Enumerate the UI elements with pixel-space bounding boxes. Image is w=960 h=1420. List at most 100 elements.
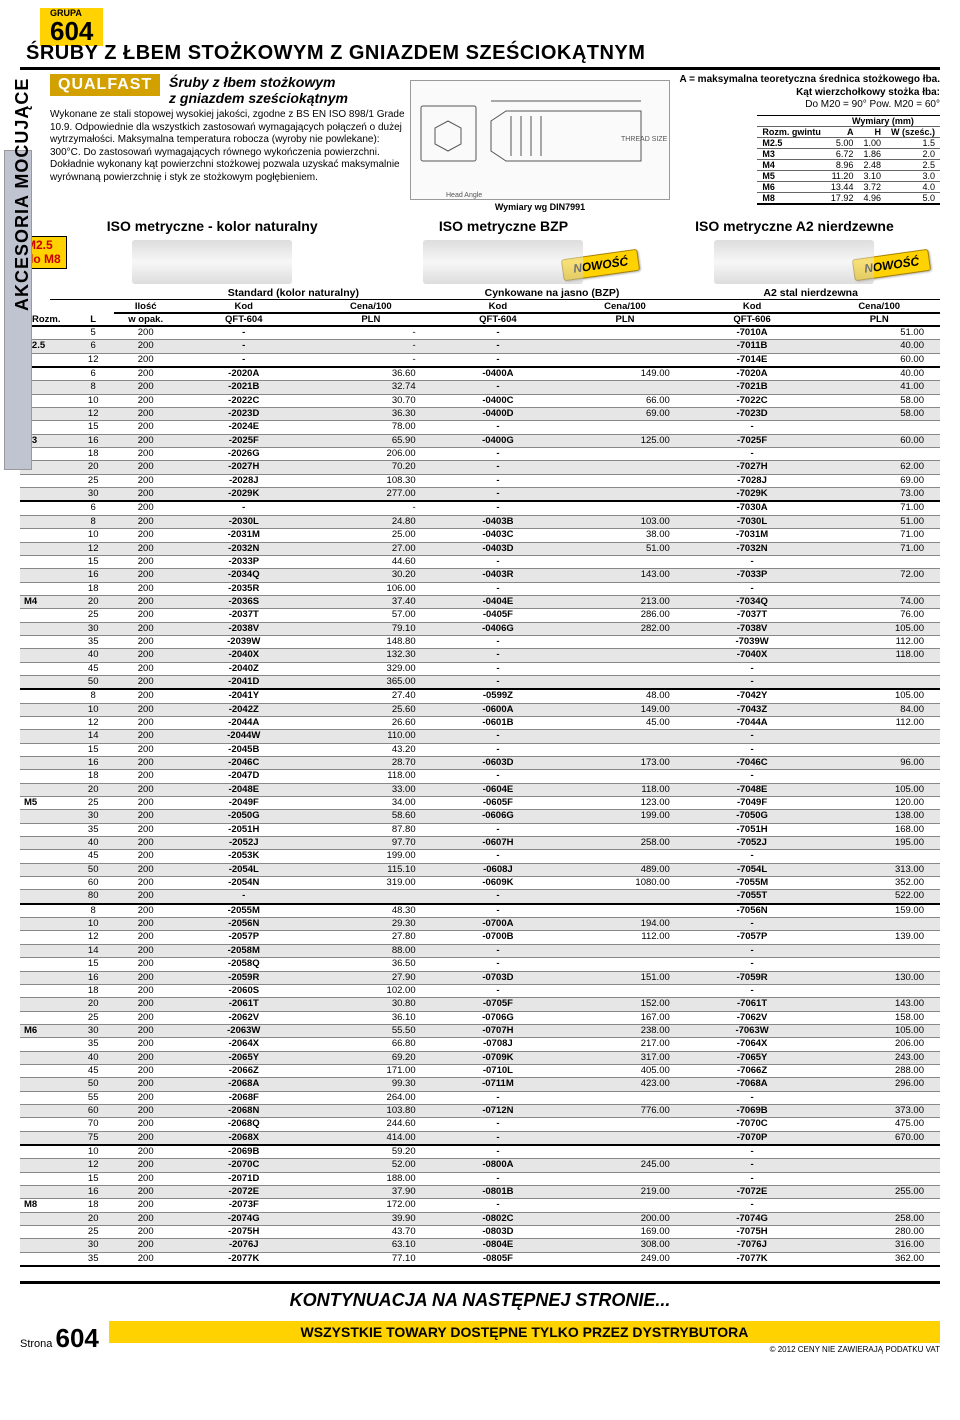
- cell-qty: 200: [114, 877, 178, 890]
- cell-price1: 37.40: [310, 595, 432, 608]
- cell-price3: 206.00: [818, 1038, 940, 1051]
- table-row: M630200-2063W55.50-0707H238.00-7063W105.…: [20, 1024, 940, 1037]
- cell-code1: -2030L: [177, 515, 310, 528]
- hdr-pln2: PLN: [564, 313, 686, 326]
- cell-price1: 52.00: [310, 1159, 432, 1172]
- cell-price1: 25.00: [310, 529, 432, 542]
- cell-qty: 200: [114, 1252, 178, 1266]
- cell-code1: -2048E: [177, 783, 310, 796]
- cell-l: 6: [72, 340, 113, 353]
- strona-num: 604: [55, 1323, 98, 1353]
- cell-l: 10: [72, 529, 113, 542]
- cell-price2: [564, 448, 686, 461]
- cell-code2: -0403D: [432, 542, 565, 555]
- table-row: 16200-2059R27.90-0703D151.00-7059R130.00: [20, 971, 940, 984]
- table-row: M420200-2036S37.40-0404E213.00-7034Q74.0…: [20, 595, 940, 608]
- dims-cell: 3.72: [858, 181, 886, 192]
- cell-price2: 173.00: [564, 757, 686, 770]
- cell-l: 18: [72, 1199, 113, 1212]
- cell-price1: 36.60: [310, 367, 432, 381]
- cell-price2: 213.00: [564, 595, 686, 608]
- dims-cell: M5: [757, 170, 826, 181]
- cell-l: 10: [72, 918, 113, 931]
- cell-code1: -: [177, 326, 310, 340]
- cell-qty: 200: [114, 1064, 178, 1077]
- cell-code1: -2060S: [177, 984, 310, 997]
- cell-code2: -0705F: [432, 998, 565, 1011]
- cell-price2: [564, 582, 686, 595]
- cell-price2: 123.00: [564, 797, 686, 810]
- cell-code1: -2022C: [177, 394, 310, 407]
- table-row: 20200-2061T30.80-0705F152.00-7061T143.00: [20, 998, 940, 1011]
- cell-price3: 96.00: [818, 757, 940, 770]
- cell-rozm: [20, 1186, 72, 1199]
- cell-price3: 296.00: [818, 1078, 940, 1091]
- cell-code3: -: [686, 730, 819, 743]
- cell-code2: -0405F: [432, 609, 565, 622]
- cell-price1: 36.30: [310, 408, 432, 421]
- cell-code1: -: [177, 353, 310, 367]
- cell-code1: -2040Z: [177, 662, 310, 675]
- cell-code1: -2027H: [177, 461, 310, 474]
- cell-qty: 200: [114, 622, 178, 635]
- table-row: 35200-2039W148.80--7039W112.00: [20, 635, 940, 648]
- cell-price1: 36.50: [310, 958, 432, 971]
- cell-code3: -7068A: [686, 1078, 819, 1091]
- cell-rozm: [20, 837, 72, 850]
- cell-price3: 243.00: [818, 1051, 940, 1064]
- cell-qty: 200: [114, 529, 178, 542]
- cell-l: 18: [72, 448, 113, 461]
- table-row: 75200-2068X414.00--7070P670.00: [20, 1131, 940, 1145]
- cell-code1: -2042Z: [177, 703, 310, 716]
- cell-l: 70: [72, 1118, 113, 1131]
- cell-price3: [818, 1145, 940, 1159]
- cell-l: 10: [72, 703, 113, 716]
- cell-price2: [564, 353, 686, 367]
- cell-code2: -0804E: [432, 1239, 565, 1252]
- cell-code1: -2069B: [177, 1145, 310, 1159]
- table-row: 12200-2044A26.60-0601B45.00-7044A112.00: [20, 716, 940, 729]
- cell-code2: -: [432, 1091, 565, 1104]
- cell-price3: 670.00: [818, 1131, 940, 1145]
- cell-price2: 169.00: [564, 1226, 686, 1239]
- cell-price1: 32.74: [310, 381, 432, 394]
- cell-price3: 58.00: [818, 394, 940, 407]
- table-row: 10200-2056N29.30-0700A194.00-: [20, 918, 940, 931]
- cell-qty: 200: [114, 850, 178, 863]
- cell-price2: [564, 770, 686, 783]
- cell-price2: 238.00: [564, 1024, 686, 1037]
- cell-qty: 200: [114, 1186, 178, 1199]
- cell-price2: [564, 675, 686, 689]
- cell-price3: 313.00: [818, 863, 940, 876]
- cell-price2: [564, 1091, 686, 1104]
- cell-code2: -: [432, 984, 565, 997]
- cell-code1: -2074G: [177, 1212, 310, 1225]
- table-row: 30200-2038V79.10-0406G282.00-7038V105.00: [20, 622, 940, 635]
- cell-qty: 200: [114, 1159, 178, 1172]
- cell-code3: -7027H: [686, 461, 819, 474]
- cell-qty: 200: [114, 757, 178, 770]
- cell-price2: 258.00: [564, 837, 686, 850]
- cell-price2: 405.00: [564, 1064, 686, 1077]
- table-row: 8200-2030L24.80-0403B103.00-7030L51.00: [20, 515, 940, 528]
- cell-l: 25: [72, 1226, 113, 1239]
- cell-l: 12: [72, 931, 113, 944]
- cell-l: 20: [72, 595, 113, 608]
- cell-price1: 66.80: [310, 1038, 432, 1051]
- right-text: A = maksymalna teoretyczna średnica stoż…: [676, 74, 940, 112]
- table-row: 10200-2022C30.70-0400C66.00-7022C58.00: [20, 394, 940, 407]
- cell-code2: -0803D: [432, 1226, 565, 1239]
- cell-rozm: [20, 998, 72, 1011]
- cell-price1: 39.90: [310, 1212, 432, 1225]
- cell-price3: 40.00: [818, 340, 940, 353]
- cell-rozm: [20, 730, 72, 743]
- cell-qty: 200: [114, 743, 178, 756]
- table-row: 14200-2044W110.00--: [20, 730, 940, 743]
- cell-code3: -7025F: [686, 434, 819, 447]
- cell-price3: 84.00: [818, 703, 940, 716]
- cell-qty: 200: [114, 1091, 178, 1104]
- cell-price3: 105.00: [818, 689, 940, 703]
- cell-price3: 40.00: [818, 367, 940, 381]
- dims-cell: 5.00: [826, 137, 859, 148]
- cell-l: 35: [72, 1252, 113, 1266]
